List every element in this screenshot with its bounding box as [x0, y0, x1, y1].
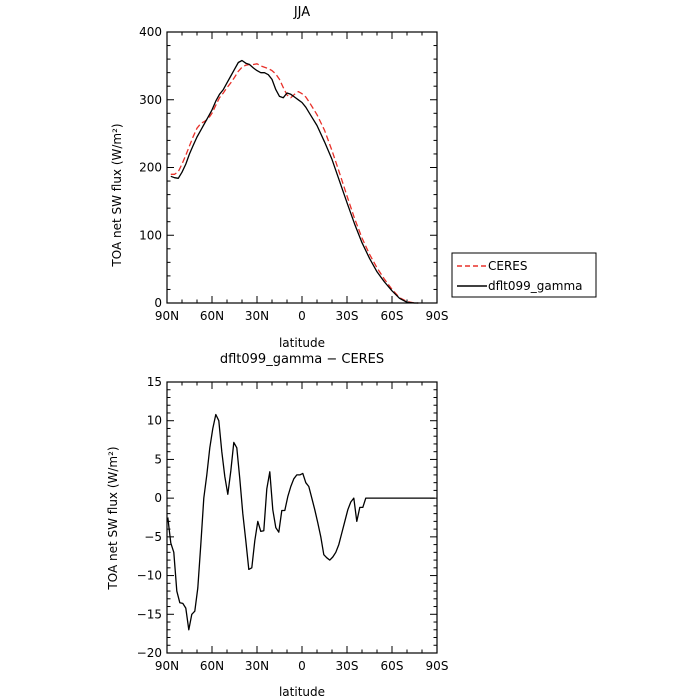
- bottom-x-tick-label: 90S: [426, 659, 449, 673]
- bottom-chart-ticks: 90N 60N 30N 0 30S 60S 90S 15 10 5 0 −5 −10 −15 −20: [137, 375, 449, 673]
- legend-box: [451, 252, 597, 298]
- bottom-y-tick-label: 15: [147, 375, 162, 389]
- bottom-series-line-0: [167, 413, 435, 631]
- top-y-tick-label: 400: [139, 25, 162, 39]
- legend-label-ceres: CERES: [488, 259, 528, 273]
- top-x-tick-label: 90S: [426, 309, 449, 323]
- bottom-y-tick-label: 5: [154, 452, 162, 466]
- bottom-y-tick-label: −5: [144, 530, 162, 544]
- top-chart-ylabel: TOA net SW flux (W/m²): [110, 123, 124, 267]
- bottom-chart-title: dflt099_gamma − CERES: [220, 352, 384, 367]
- bottom-chart-xlabel: latitude: [279, 685, 325, 699]
- bottom-y-tick-label: −20: [137, 646, 162, 660]
- top-x-tick-label: 0: [298, 309, 306, 323]
- top-x-tick-label: 30N: [245, 309, 269, 323]
- top-chart-frame: [166, 31, 438, 304]
- top-x-tick-label: 60S: [381, 309, 404, 323]
- bottom-x-tick-label: 60N: [200, 659, 224, 673]
- bottom-x-tick-label: 0: [298, 659, 306, 673]
- top-chart-series: [170, 59, 419, 304]
- bottom-chart-frame: [166, 381, 438, 654]
- bottom-x-tick-label: 60S: [381, 659, 404, 673]
- bottom-chart-ylabel: TOA net SW flux (W/m²): [106, 446, 120, 590]
- bottom-chart-series: [167, 413, 435, 631]
- top-chart-title: JJA: [293, 5, 310, 20]
- legend-label-model: dflt099_gamma: [488, 279, 583, 293]
- bottom-x-tick-label: 30S: [336, 659, 359, 673]
- bottom-y-tick-label: 10: [147, 414, 162, 428]
- bottom-x-tick-label: 90N: [155, 659, 179, 673]
- top-x-tick-label: 90N: [155, 309, 179, 323]
- legend: CERES dflt099_gamma: [451, 252, 597, 298]
- bottom-x-tick-label: 30N: [245, 659, 269, 673]
- top-x-tick-label: 60N: [200, 309, 224, 323]
- top-y-tick-label: 0: [154, 296, 162, 310]
- bottom-y-tick-label: −10: [137, 569, 162, 583]
- top-y-tick-label: 300: [139, 93, 162, 107]
- top-series-line-0: [170, 63, 419, 304]
- bottom-y-tick-label: 0: [154, 491, 162, 505]
- top-y-tick-label: 100: [139, 228, 162, 242]
- bottom-y-tick-label: −15: [137, 607, 162, 621]
- top-y-tick-label: 200: [139, 161, 162, 175]
- top-chart-xlabel: latitude: [279, 336, 325, 350]
- top-x-tick-label: 30S: [336, 309, 359, 323]
- top-series-line-1: [170, 59, 419, 304]
- top-chart-ticks: 90N 60N 30N 0 30S 60S 90S 0 100 200 300 400: [139, 25, 448, 323]
